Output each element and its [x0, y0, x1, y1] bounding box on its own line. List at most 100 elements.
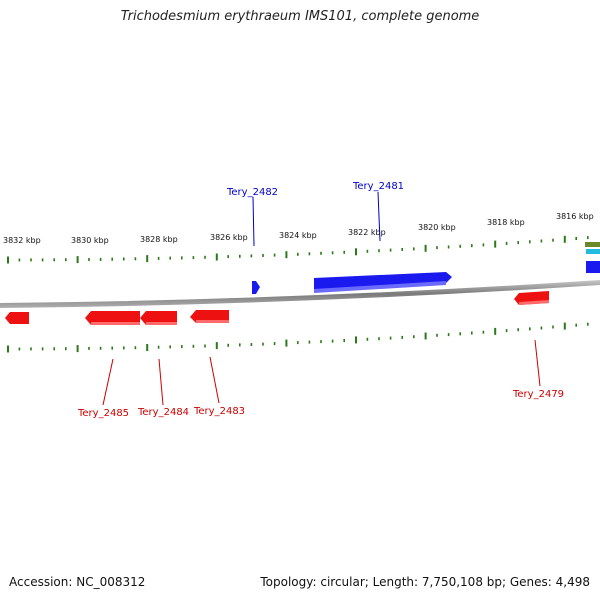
- genome-title: Trichodesmium erythraeum IMS101, complet…: [120, 9, 480, 24]
- minor-tick: [401, 248, 403, 251]
- minor-tick: [447, 245, 450, 249]
- gene-tery-2483[interactable]: Tery_2483: [190, 310, 245, 417]
- major-tick: [563, 235, 566, 243]
- minor-tick: [482, 243, 485, 247]
- major-tick: [146, 344, 149, 351]
- minor-tick: [552, 325, 554, 329]
- minor-tick: [436, 246, 438, 250]
- scale-label: 3820 kbp: [418, 223, 456, 232]
- minor-tick: [343, 339, 345, 342]
- gene-label: Tery_2481: [352, 181, 404, 192]
- minor-tick: [30, 347, 32, 351]
- scale-label: 3826 kbp: [210, 233, 248, 242]
- minor-tick: [18, 258, 21, 262]
- gene-partial-left[interactable]: [5, 312, 29, 324]
- gene-arrow[interactable]: [190, 310, 229, 323]
- minor-tick: [227, 255, 229, 259]
- major-tick: [7, 256, 9, 264]
- minor-tick: [169, 256, 171, 260]
- minor-tick: [134, 346, 137, 350]
- gene-label: Tery_2484: [137, 407, 189, 418]
- accession-text: Accession: NC_008312: [9, 575, 146, 589]
- minor-tick: [378, 249, 380, 253]
- minor-tick: [169, 345, 171, 349]
- minor-tick: [99, 346, 102, 350]
- gene-arrow[interactable]: [5, 312, 29, 324]
- minor-tick: [401, 335, 403, 339]
- minor-tick: [181, 256, 183, 260]
- gene-partial-green: [585, 242, 600, 247]
- minor-tick: [65, 347, 67, 351]
- major-tick: [76, 256, 79, 264]
- gene-arrow-shadow: [146, 322, 177, 325]
- gene-tery-2484[interactable]: Tery_2484: [137, 311, 189, 418]
- minor-tick: [227, 343, 229, 347]
- scale-label: 3828 kbp: [140, 235, 178, 244]
- gene-tery-2485[interactable]: Tery_2485: [77, 311, 140, 419]
- minor-tick: [53, 258, 55, 262]
- minor-tick: [18, 347, 21, 351]
- scale-label: 3822 kbp: [348, 228, 386, 237]
- major-tick: [285, 251, 288, 259]
- scale-label: 3824 kbp: [279, 231, 317, 240]
- gene-label-leader: [209, 356, 220, 404]
- gene-label-leader: [158, 358, 164, 406]
- minor-tick: [157, 345, 160, 349]
- minor-tick: [192, 344, 195, 348]
- minor-tick: [552, 238, 554, 242]
- major-tick: [7, 345, 9, 353]
- gene-arrow[interactable]: [85, 311, 140, 325]
- genome-backbone: [0, 280, 600, 308]
- minor-tick: [204, 344, 206, 348]
- minor-tick: [308, 252, 311, 256]
- minor-tick: [262, 254, 264, 257]
- minor-tick: [378, 337, 380, 341]
- minor-tick: [517, 328, 519, 332]
- minor-tick: [471, 244, 473, 248]
- minor-tick: [529, 327, 531, 331]
- gene-label: Tery_2479: [512, 389, 564, 400]
- major-tick: [355, 336, 357, 344]
- minor-tick: [517, 241, 519, 245]
- minor-tick: [111, 257, 113, 261]
- scale-label: 3830 kbp: [71, 236, 109, 245]
- major-tick: [285, 339, 288, 347]
- minor-tick: [320, 251, 322, 255]
- minor-tick: [529, 240, 531, 244]
- minor-tick: [389, 248, 392, 252]
- scale-label: 3816 kbp: [556, 212, 594, 221]
- minor-tick: [366, 337, 369, 341]
- minor-tick: [41, 347, 44, 351]
- major-tick: [146, 255, 149, 263]
- minor-tick: [239, 343, 241, 347]
- minor-tick: [413, 335, 415, 339]
- major-tick: [494, 327, 497, 335]
- minor-tick: [389, 336, 392, 340]
- gene-label-leader: [252, 196, 255, 247]
- gene-tery-2481[interactable]: Tery_2481: [314, 181, 452, 293]
- gene-label: Tery_2482: [226, 187, 278, 198]
- gene-partial-cyan: [586, 249, 600, 254]
- gene-arrow[interactable]: [252, 281, 260, 294]
- major-tick: [494, 240, 497, 248]
- major-tick: [424, 244, 427, 252]
- gene-tery-2482[interactable]: Tery_2482: [226, 187, 278, 294]
- minor-tick: [30, 258, 32, 262]
- gene-arrow[interactable]: [140, 311, 177, 325]
- genome-summary-text: Topology: circular; Length: 7,750,108 bp…: [260, 575, 590, 589]
- gene-arrow-shadow: [91, 322, 140, 325]
- minor-tick: [436, 333, 438, 337]
- minor-tick: [297, 341, 299, 345]
- major-tick: [424, 332, 427, 340]
- minor-tick: [459, 332, 461, 336]
- major-tick: [563, 322, 566, 330]
- minor-tick: [540, 326, 543, 330]
- minor-tick: [123, 346, 125, 350]
- minor-tick: [250, 343, 253, 346]
- gene-tery-2479[interactable]: Tery_2479: [512, 291, 564, 400]
- minor-tick: [123, 257, 125, 261]
- major-tick: [355, 248, 357, 256]
- minor-tick: [192, 256, 195, 260]
- scale-label: 3832 kbp: [3, 236, 41, 245]
- minor-tick: [471, 331, 473, 335]
